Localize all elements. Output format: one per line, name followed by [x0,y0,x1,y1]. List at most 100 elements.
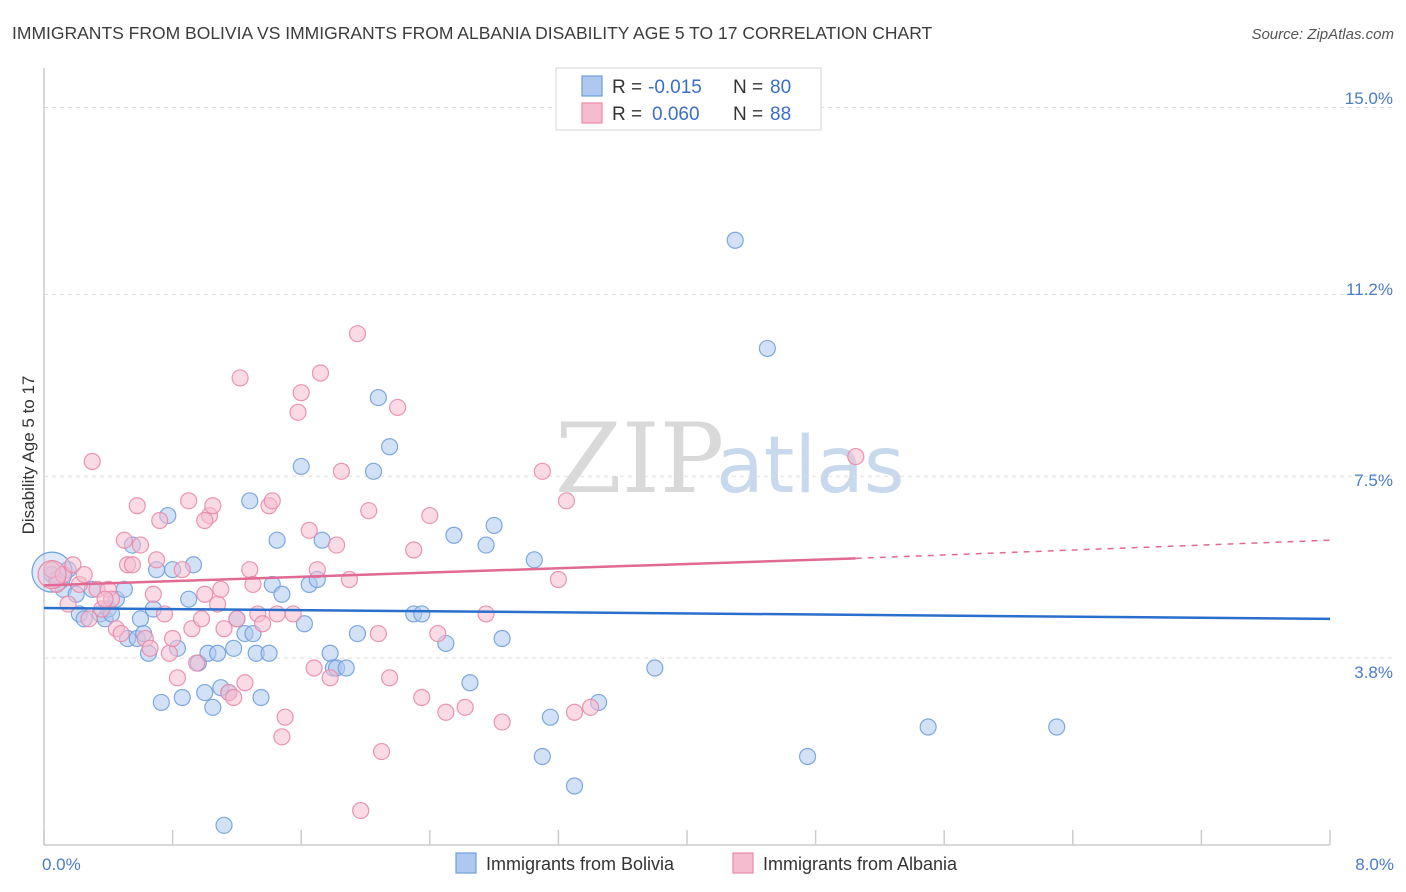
point-bolivia [461,674,479,692]
point-albania [180,492,198,510]
point-albania [160,644,178,662]
legend-n-label: N = [733,104,763,125]
point-bolivia [196,683,214,702]
point-bolivia [252,688,270,707]
point-albania [75,565,93,584]
point-bolivia [348,624,367,643]
point-albania [59,595,77,613]
bottom-legend: Immigrants from Bolivia Immigrants from … [455,852,958,874]
point-bolivia [533,747,551,766]
point-bolivia [726,231,744,249]
x-tick-label-min: 0.0% [42,855,81,874]
series-bolivia-points [31,231,1066,834]
point-albania [549,570,568,589]
legend-r-albania: 0.060 [652,104,700,125]
point-albania [151,511,169,530]
point-albania [413,688,431,707]
y-tick-labels: 15.0% 11.2% 7.5% 3.8% [1345,89,1393,682]
chart-source: Source: ZipAtlas.com [1251,26,1394,43]
point-bolivia [209,644,227,662]
point-albania [254,615,272,633]
point-bolivia [525,551,543,569]
point-albania [456,698,474,716]
point-albania [311,364,330,382]
bottom-legend-label-bolivia: Immigrants from Bolivia [486,854,675,874]
point-bolivia [173,688,191,707]
point-albania [263,492,281,510]
x-tick-label-max: 8.0% [1355,855,1394,874]
y-tick-label: 11.2% [1346,280,1393,299]
legend-r-label: R = [612,77,642,98]
point-albania [352,801,370,820]
point-bolivia [273,585,291,603]
point-albania [308,561,326,579]
point-bolivia [758,339,776,358]
watermark-zip: ZIP [555,403,724,515]
point-albania [477,605,495,623]
point-albania [168,669,187,687]
point-albania [389,398,407,417]
watermark-atlas: atlas [716,421,905,511]
point-albania [372,742,391,761]
legend-swatch-bolivia [581,75,603,97]
point-bolivia [364,462,383,480]
point-bolivia [1048,718,1066,736]
bottom-legend-swatch-bolivia [455,852,477,874]
point-albania [196,511,214,530]
trend-line-albania [43,557,856,587]
point-albania [80,610,98,628]
point-albania [115,531,133,549]
point-albania [360,502,378,520]
point-albania [83,452,101,471]
point-albania [231,369,249,387]
point-albania [276,708,294,726]
point-albania [581,698,600,716]
point-albania [192,610,211,628]
bottom-legend-label-albania: Immigrants from Albania [763,854,958,874]
point-bolivia [321,644,339,662]
point-bolivia [413,605,431,623]
point-bolivia [204,698,222,716]
point-bolivia [541,708,559,726]
point-bolivia [477,536,495,554]
point-albania [112,624,130,643]
point-albania [164,629,182,648]
y-tick-label: 3.8% [1354,663,1393,682]
point-albania [847,447,865,466]
point-albania [437,703,455,721]
point-albania [228,610,246,628]
point-albania [64,556,82,574]
point-albania [144,585,162,603]
point-albania [327,536,346,554]
point-albania [557,492,576,510]
legend-box: R = -0.015 N = 80 R = 0.060 N = 88 [555,67,822,131]
point-albania [215,620,233,638]
trend-line-bolivia [43,606,1331,621]
point-albania [123,556,142,574]
point-bolivia [493,629,511,648]
y-tick-label: 7.5% [1354,471,1393,490]
point-albania [204,497,222,515]
point-albania [421,506,439,525]
point-albania [565,703,584,721]
point-albania [405,541,423,559]
point-albania [212,580,230,598]
legend-swatch-albania [581,102,603,124]
point-albania [493,713,511,731]
point-albania [348,325,367,343]
point-albania [305,659,323,677]
point-albania [381,669,399,687]
legend-n-albania: 88 [770,104,791,125]
point-bolivia [268,531,286,549]
legend-n-label: N = [733,77,763,98]
trend-lines [43,539,1331,621]
point-albania [96,590,114,608]
point-albania [241,561,259,579]
point-bolivia [260,644,278,662]
axes [43,68,1331,846]
legend-r-label: R = [612,104,642,125]
point-albania [196,585,214,603]
point-bolivia [445,526,463,544]
point-albania [225,688,243,707]
